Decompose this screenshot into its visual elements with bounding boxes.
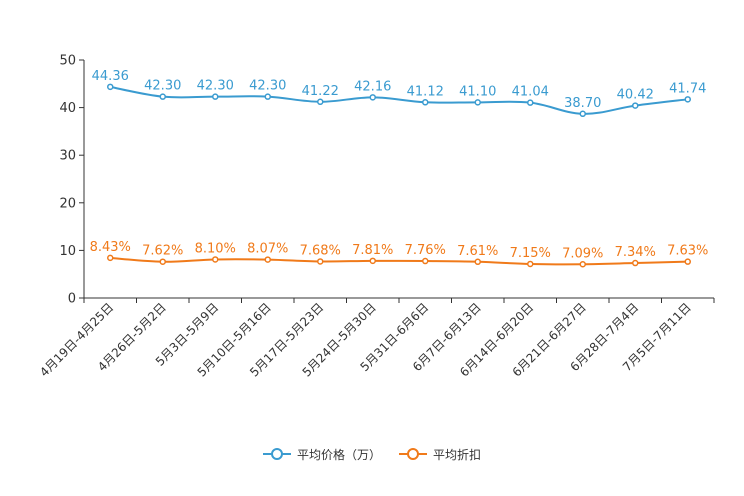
data-label: 7.81% [352, 243, 393, 258]
data-point [684, 258, 691, 265]
legend: 平均价格（万） 平均折扣 [0, 442, 744, 466]
data-label: 42.30 [197, 79, 234, 94]
y-tick-label: 50 [59, 54, 76, 69]
data-label: 8.10% [195, 241, 236, 256]
data-point [632, 102, 639, 109]
data-point [107, 83, 114, 91]
y-tick-label: 30 [59, 149, 76, 164]
data-label: 42.30 [144, 79, 181, 94]
data-point [212, 256, 219, 263]
data-label: 38.70 [564, 96, 601, 111]
data-label: 42.16 [354, 79, 391, 94]
legend-line-marker-icon [262, 447, 291, 461]
data-point [422, 257, 429, 265]
data-point [527, 260, 534, 268]
data-label: 44.36 [92, 69, 129, 84]
data-label: 41.12 [407, 84, 444, 99]
data-point [684, 96, 691, 103]
y-tick-label: 0 [68, 292, 76, 307]
data-label: 7.62% [142, 244, 183, 259]
data-point [159, 258, 166, 265]
data-label: 41.22 [302, 84, 339, 99]
data-label: 7.61% [457, 244, 498, 259]
data-point [317, 98, 324, 106]
data-point [264, 93, 271, 100]
data-label: 7.76% [405, 243, 446, 258]
data-point [527, 99, 534, 106]
data-label: 42.30 [249, 79, 286, 94]
data-point [474, 258, 481, 266]
data-point [474, 99, 481, 106]
data-point [369, 257, 376, 265]
y-tick-label: 10 [59, 244, 76, 259]
data-point [422, 99, 429, 106]
data-point [159, 93, 166, 100]
data-label: 7.15% [510, 246, 551, 261]
data-label: 7.09% [562, 246, 603, 261]
data-label: 8.43% [90, 240, 131, 255]
data-label: 7.63% [667, 244, 708, 259]
data-point [579, 261, 586, 268]
data-point [579, 110, 586, 118]
data-point [212, 93, 219, 100]
y-tick-label: 20 [59, 196, 76, 211]
data-point [264, 256, 271, 263]
line-chart: 010203040504月19日-4月25日4月26日-5月2日5月3日-5月9… [37, 54, 715, 380]
data-label: 7.68% [300, 243, 341, 258]
series-line [110, 256, 688, 266]
data-label: 7.34% [615, 245, 656, 260]
data-point [317, 258, 324, 265]
series-line [110, 85, 688, 115]
y-tick-label: 40 [59, 101, 76, 116]
data-label: 40.42 [617, 88, 654, 103]
data-point [369, 94, 376, 101]
legend-item-average-price[interactable]: 平均价格（万） [262, 446, 381, 463]
legend-item-average-discount[interactable]: 平均折扣 [399, 446, 481, 463]
series-average-discount: 8.43% 7.62% 8.10% 8.07% 7.68% 7.81% 7.76% 7.61%… [90, 240, 708, 268]
data-point [632, 259, 639, 267]
data-label: 41.04 [512, 85, 549, 100]
data-label: 41.74 [669, 81, 706, 96]
data-label: 41.10 [459, 84, 496, 99]
legend-label-average-price: 平均价格（万） [296, 447, 381, 462]
series-average-price: 44.36 42.30 42.30 42.30 41.22 42.16 41.12 41.10… [92, 69, 706, 118]
data-point [107, 254, 114, 262]
data-label: 8.07% [247, 242, 288, 257]
legend-line-marker-icon [399, 447, 427, 461]
legend-label-average-discount: 平均折扣 [433, 447, 482, 462]
